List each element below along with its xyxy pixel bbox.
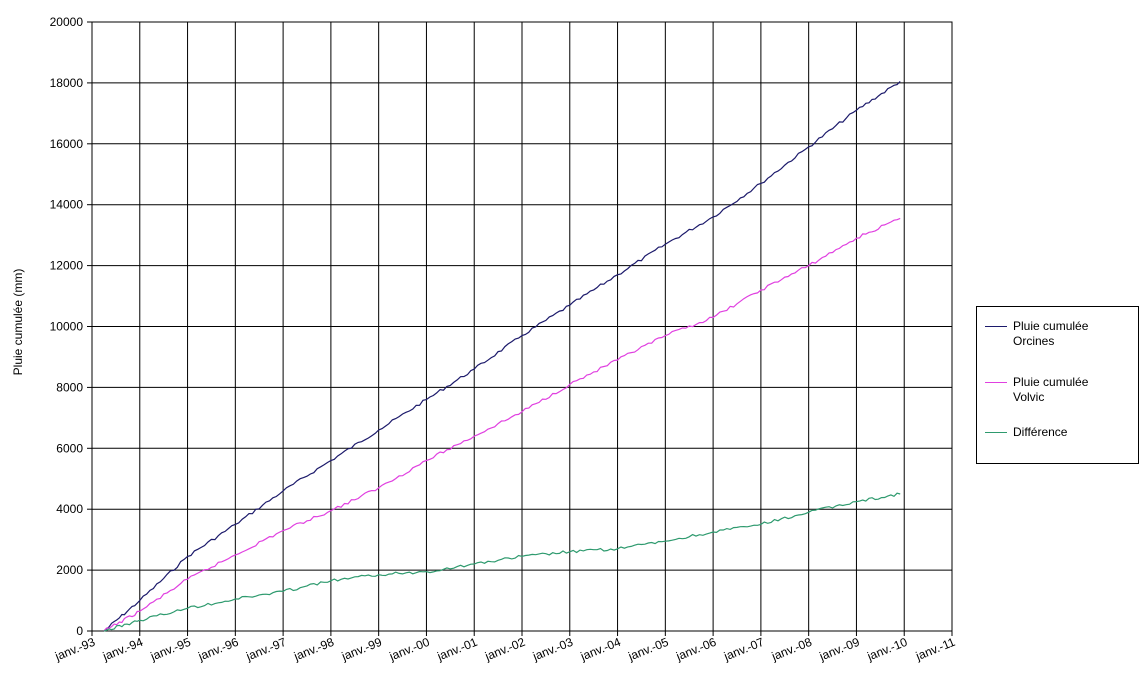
y-tick-label: 14000 xyxy=(50,198,84,212)
y-tick-label: 8000 xyxy=(56,380,83,394)
x-tick-label: janv.-01 xyxy=(434,635,479,664)
y-tick-label: 2000 xyxy=(56,563,83,577)
grid xyxy=(91,21,953,632)
x-tick-label: janv.-99 xyxy=(339,635,384,664)
series-line-1 xyxy=(103,217,901,632)
y-tick-label: 6000 xyxy=(56,441,83,455)
x-tick-label: janv.-97 xyxy=(243,635,288,664)
series-lines xyxy=(103,80,901,632)
legend-swatch-difference xyxy=(985,432,1007,433)
plot-area-border xyxy=(91,21,953,632)
x-tick-label: janv.-02 xyxy=(482,635,527,664)
y-tick-label: 4000 xyxy=(56,502,83,516)
x-tick-label: janv.-05 xyxy=(626,635,671,664)
axes xyxy=(87,21,953,636)
y-tick-label: 20000 xyxy=(50,15,84,29)
x-tick-label: janv.-11 xyxy=(913,635,957,664)
x-tick-label: janv.-08 xyxy=(769,635,814,664)
x-tick-label: janv.-94 xyxy=(100,635,145,664)
legend-label-orcines: Pluie cumulée Orcines xyxy=(1013,319,1089,348)
x-tick-label: janv.-07 xyxy=(721,635,766,664)
legend-swatch-volvic xyxy=(985,382,1007,383)
y-tick-label: 16000 xyxy=(50,137,84,151)
x-tick-labels: janv.-93 janv.-94 janv.-95 janv.-96 janv.-97… xyxy=(52,635,957,664)
legend-item-orcines: Pluie cumulée Orcines xyxy=(985,319,1123,349)
legend-swatch-orcines xyxy=(985,326,1007,327)
legend-label-volvic: Pluie cumulée Volvic xyxy=(1013,375,1089,404)
x-tick-label: janv.-06 xyxy=(673,635,718,664)
y-tick-label: 18000 xyxy=(50,76,84,90)
x-tick-label: janv.-10 xyxy=(864,635,909,664)
x-tick-label: janv.-95 xyxy=(148,635,193,664)
y-tick-label: 0 xyxy=(76,624,83,638)
legend-item-volvic: Pluie cumulée Volvic xyxy=(985,375,1123,405)
legend: Pluie cumulée Orcines Pluie cumulée Volv… xyxy=(976,306,1139,464)
x-tick-label: janv.-98 xyxy=(291,635,336,664)
y-tick-label: 10000 xyxy=(50,320,84,334)
series-line-2 xyxy=(103,492,901,632)
y-tick-labels: 0 2000 4000 6000 8000 10000 12000 14000 16000 180… xyxy=(50,15,84,638)
x-tick-label: janv.-93 xyxy=(52,635,97,664)
x-tick-label: janv.-09 xyxy=(817,635,862,664)
x-tick-label: janv.-00 xyxy=(387,635,432,664)
x-tick-label: janv.-96 xyxy=(196,635,241,664)
x-tick-label: janv.-03 xyxy=(530,635,575,664)
legend-item-difference: Différence xyxy=(985,425,1123,440)
y-tick-label: 12000 xyxy=(50,259,84,273)
y-axis-title: Pluie cumulée (mm) xyxy=(11,269,25,376)
series-line-0 xyxy=(103,80,901,632)
x-tick-label: janv.-04 xyxy=(578,635,623,664)
legend-label-difference: Différence xyxy=(1013,425,1068,439)
